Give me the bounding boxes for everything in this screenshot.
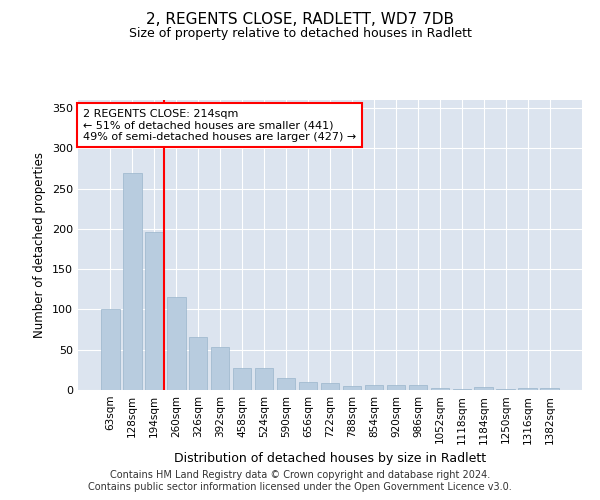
Bar [320,383,340,390]
Bar [409,385,427,390]
Bar [167,298,185,390]
Bar [189,337,208,390]
Bar [475,387,493,390]
Bar [211,346,229,390]
Bar [123,172,142,390]
Bar [277,378,295,390]
Bar [496,389,515,390]
Bar [365,385,383,390]
Text: Size of property relative to detached houses in Radlett: Size of property relative to detached ho… [128,28,472,40]
Bar [386,385,405,390]
Text: Contains HM Land Registry data © Crown copyright and database right 2024.: Contains HM Land Registry data © Crown c… [110,470,490,480]
Bar [101,310,119,390]
Bar [255,368,274,390]
X-axis label: Distribution of detached houses by size in Radlett: Distribution of detached houses by size … [174,452,486,465]
Bar [145,232,164,390]
Bar [518,388,537,390]
Bar [299,382,317,390]
Bar [431,388,449,390]
Bar [541,388,559,390]
Text: 2 REGENTS CLOSE: 214sqm
← 51% of detached houses are smaller (441)
49% of semi-d: 2 REGENTS CLOSE: 214sqm ← 51% of detache… [83,108,356,142]
Bar [343,386,361,390]
Bar [233,368,251,390]
Text: Contains public sector information licensed under the Open Government Licence v3: Contains public sector information licen… [88,482,512,492]
Bar [452,389,471,390]
Text: 2, REGENTS CLOSE, RADLETT, WD7 7DB: 2, REGENTS CLOSE, RADLETT, WD7 7DB [146,12,454,28]
Y-axis label: Number of detached properties: Number of detached properties [34,152,46,338]
